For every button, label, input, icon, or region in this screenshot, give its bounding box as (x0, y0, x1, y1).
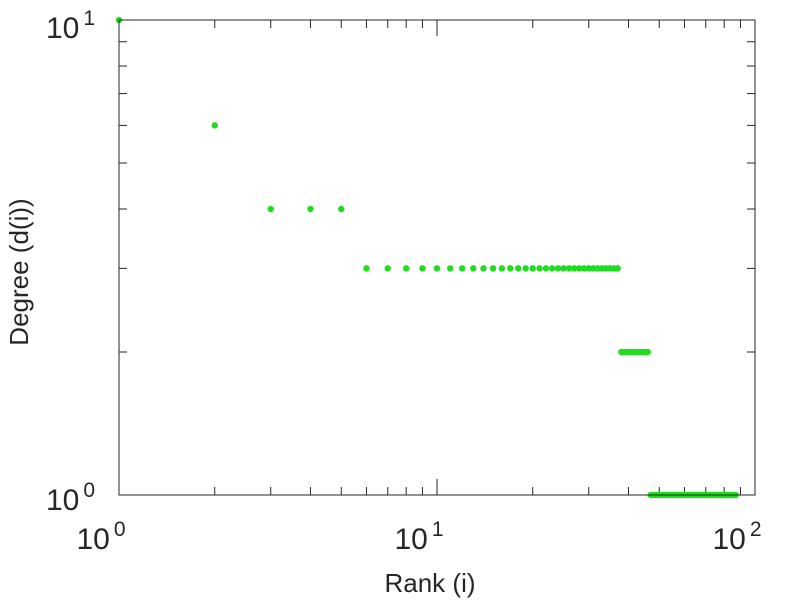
data-point (536, 265, 543, 272)
data-point (419, 265, 426, 272)
data-point (644, 348, 651, 356)
y-tick-label-1: 10 0 (46, 479, 95, 517)
data-point (211, 122, 218, 129)
data-point (554, 265, 562, 272)
data-point (565, 265, 573, 272)
data-point (614, 265, 621, 272)
data-point (446, 265, 454, 272)
plot-frame (118, 19, 756, 496)
major-ticks (118, 19, 756, 496)
data-point (267, 205, 274, 213)
data-point (514, 265, 522, 272)
data-point (507, 265, 514, 272)
data-point (433, 265, 441, 272)
y-tick-label-10: 10 1 (46, 7, 95, 45)
data-point (585, 265, 592, 272)
data-point (498, 265, 506, 272)
data-point (470, 265, 477, 272)
x-tick-label-100: 10 2 (712, 518, 761, 556)
data-point (480, 265, 487, 272)
data-point (570, 265, 578, 272)
data-point (489, 265, 497, 272)
data-point (363, 265, 370, 272)
data-point (529, 265, 536, 272)
data-point (576, 265, 583, 272)
data-point (590, 265, 597, 272)
x-axis-label: Rank (i) (384, 568, 475, 598)
data-point (522, 265, 529, 272)
data-point (384, 265, 391, 272)
data-point (338, 205, 345, 213)
data-point (402, 265, 410, 272)
data-point (560, 265, 567, 272)
data-point (580, 265, 588, 272)
data-points (115, 16, 739, 499)
x-tick-label-1: 10 0 (76, 518, 125, 556)
data-point (458, 265, 466, 272)
data-point (548, 265, 556, 272)
x-tick-label-10: 10 1 (394, 518, 443, 556)
y-axis-label: Degree (d(i)) (4, 198, 34, 345)
minor-ticks (119, 20, 755, 495)
data-point (307, 205, 314, 213)
data-point (542, 265, 550, 272)
